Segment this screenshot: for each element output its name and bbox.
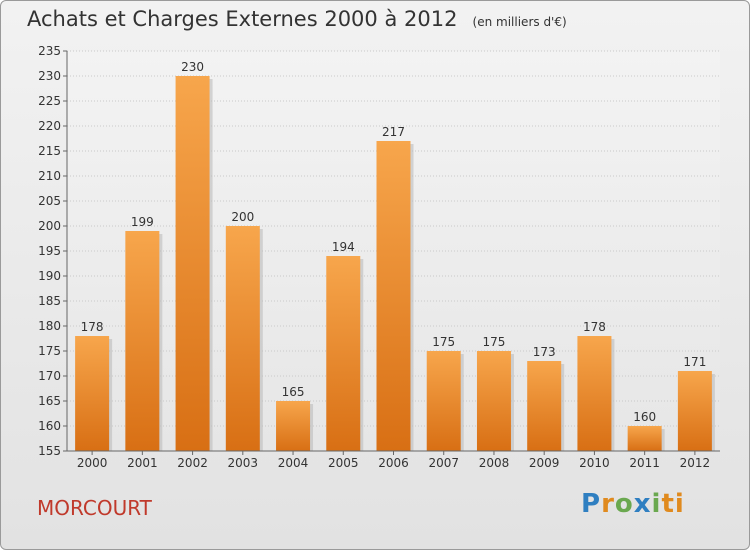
y-tick-label: 215 [38, 144, 61, 158]
data-label: 178 [81, 320, 104, 334]
logo-letter: t [661, 489, 675, 519]
x-tick-label: 2007 [428, 456, 459, 470]
logo-letter: x [633, 489, 652, 519]
data-label: 160 [633, 410, 656, 424]
data-label: 165 [282, 385, 305, 399]
logo-letter: i [651, 489, 662, 519]
y-tick-label: 175 [38, 344, 61, 358]
chart-title: Achats et Charges Externes 2000 à 2012 (… [27, 7, 567, 31]
bar [175, 76, 210, 451]
y-tick-label: 235 [38, 44, 61, 58]
bar [426, 351, 461, 451]
bars: 178 199 230 200 165 194 217 175 175 173 178 160 171 [75, 60, 715, 451]
x-tick-label: 2001 [127, 456, 158, 470]
bar [476, 351, 511, 451]
data-label: 175 [432, 335, 455, 349]
x-tick-label: 2011 [629, 456, 660, 470]
logo-letter: r [601, 489, 615, 519]
bar [376, 141, 411, 451]
chart-unit-label: (en milliers d'€) [472, 15, 567, 29]
data-label: 171 [683, 355, 706, 369]
data-label: 173 [533, 345, 556, 359]
y-tick-label: 225 [38, 94, 61, 108]
bar [125, 231, 160, 451]
bar [577, 336, 612, 451]
bar [527, 361, 562, 451]
y-tick-label: 170 [38, 369, 61, 383]
x-tick-label: 2005 [328, 456, 359, 470]
data-label: 178 [583, 320, 606, 334]
bar [225, 226, 260, 451]
bar [276, 401, 311, 451]
logo-letter: i [674, 489, 685, 519]
y-tick-label: 185 [38, 294, 61, 308]
data-label: 230 [181, 60, 204, 74]
y-tick-label: 205 [38, 194, 61, 208]
x-tick-label: 2008 [479, 456, 510, 470]
bar [326, 256, 361, 451]
y-tick-label: 160 [38, 419, 61, 433]
x-tick-label: 2006 [378, 456, 409, 470]
y-tick-label: 200 [38, 219, 61, 233]
y-tick-label: 180 [38, 319, 61, 333]
logo-letter: o [614, 489, 634, 519]
y-axis-ticks: 155 160 165 170 175 180 185 190 195 200 205 210 215 2… [38, 44, 67, 458]
bar [627, 426, 662, 451]
x-tick-label: 2004 [278, 456, 309, 470]
axes [66, 51, 720, 452]
y-tick-label: 155 [38, 444, 61, 458]
data-label: 217 [382, 125, 405, 139]
x-tick-label: 2000 [77, 456, 108, 470]
x-tick-label: 2002 [177, 456, 208, 470]
data-label: 175 [483, 335, 506, 349]
y-tick-label: 165 [38, 394, 61, 408]
data-label: 199 [131, 215, 154, 229]
x-tick-label: 2010 [579, 456, 610, 470]
y-tick-label: 220 [38, 119, 61, 133]
bar [677, 371, 712, 451]
proxiti-logo: Proxiti [581, 489, 685, 519]
y-tick-label: 190 [38, 269, 61, 283]
data-label: 194 [332, 240, 355, 254]
x-tick-label: 2003 [228, 456, 259, 470]
x-axis-ticks: 2000 2001 2002 2003 2004 2005 2006 2007 2008 2009… [77, 451, 710, 470]
y-tick-label: 230 [38, 69, 61, 83]
data-label: 200 [231, 210, 254, 224]
bar [75, 336, 110, 451]
logo-letter: P [581, 489, 602, 519]
x-tick-label: 2009 [529, 456, 560, 470]
y-tick-label: 195 [38, 244, 61, 258]
x-tick-label: 2012 [680, 456, 711, 470]
place-name: MORCOURT [37, 496, 152, 520]
y-tick-label: 210 [38, 169, 61, 183]
chart-title-main: Achats et Charges Externes 2000 à 2012 [27, 7, 458, 31]
